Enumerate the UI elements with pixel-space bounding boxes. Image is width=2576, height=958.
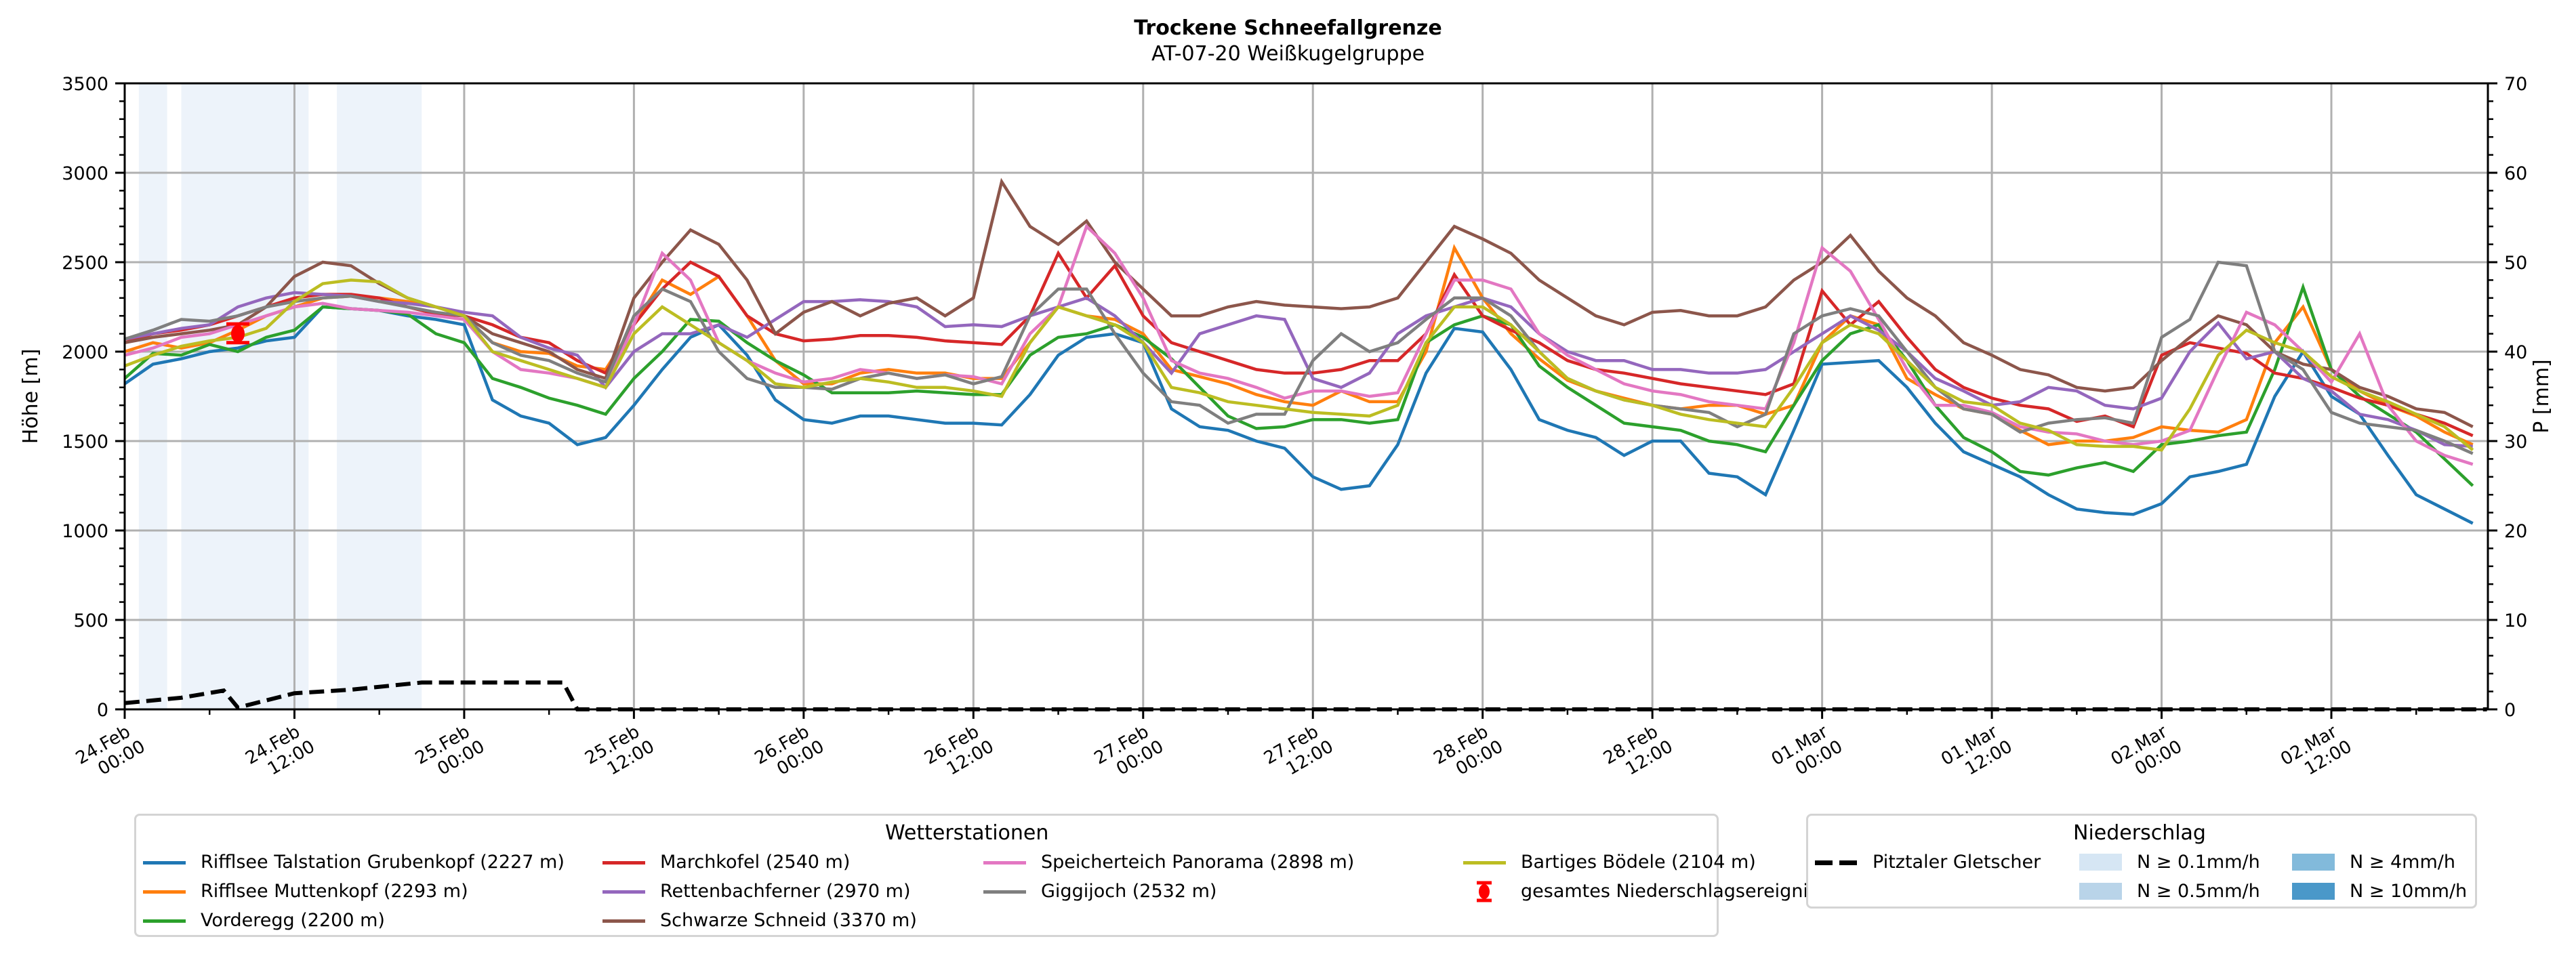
swatch-icon — [2292, 883, 2335, 900]
legend-label: Marchkofel (2540 m) — [660, 852, 851, 873]
line-icon — [143, 861, 186, 865]
line-icon — [602, 919, 645, 923]
y2-axis-label: P [mm] — [2530, 359, 2554, 433]
y-tick-label: 2000 — [62, 342, 108, 363]
y-tick-label: 0 — [97, 700, 108, 721]
series-line-6 — [124, 224, 2474, 466]
precip-bands — [138, 83, 422, 709]
legend-label: N ≥ 4mm/h — [2350, 852, 2455, 873]
legend-label: Pitztaler Gletscher — [1873, 852, 2041, 873]
y-tick-label: 3000 — [62, 163, 108, 184]
legend-label: Bartiges Bödele (2104 m) — [1521, 852, 1756, 873]
legend-label: Rettenbachferner (2970 m) — [660, 881, 911, 902]
precip-band — [138, 83, 167, 709]
chart-subtitle: AT-07-20 Weißkugelgruppe — [1151, 42, 1425, 66]
y2-tick-label: 0 — [2504, 700, 2516, 721]
swatch-icon — [2079, 854, 2122, 871]
dashed-line-icon — [1839, 860, 1857, 865]
legend-label: N ≥ 0.5mm/h — [2137, 881, 2260, 902]
legend-label: Rifflsee Talstation Grubenkopf (2227 m) — [201, 852, 565, 873]
line-icon — [602, 890, 645, 894]
y-tick-label: 1500 — [62, 432, 108, 453]
y2-tick-label: 30 — [2504, 432, 2527, 453]
legend-label: Speicherteich Panorama (2898 m) — [1041, 852, 1355, 873]
y2-tick-label: 40 — [2504, 342, 2527, 363]
y2-tick-label: 50 — [2504, 253, 2527, 274]
y-axis-label: Höhe [m] — [19, 349, 43, 444]
series-line-8 — [124, 278, 2474, 452]
swatch-icon — [2292, 854, 2335, 871]
precip-band — [337, 83, 422, 709]
series-line-1 — [124, 244, 2474, 446]
line-icon — [602, 861, 645, 865]
errorbar-icon — [1477, 881, 1492, 902]
legend-label: N ≥ 10mm/h — [2350, 881, 2468, 902]
pitztaler-series — [124, 680, 2487, 711]
pitztaler-line — [124, 680, 2487, 711]
series-line-5 — [124, 178, 2474, 428]
series-line-2 — [123, 283, 2474, 487]
y2-tick-label: 20 — [2504, 521, 2527, 542]
y-tick-label: 2500 — [62, 253, 108, 274]
dashed-line-icon — [1815, 860, 1833, 865]
chart-title: Trockene Schneefallgrenze — [1134, 16, 1442, 40]
station-series — [123, 178, 2474, 525]
series-line-7 — [124, 260, 2474, 455]
y-tick-label: 3500 — [62, 74, 108, 95]
line-icon — [143, 919, 186, 923]
y2-tick-label: 60 — [2504, 163, 2527, 184]
legend-label: Giggijoch (2532 m) — [1041, 881, 1217, 902]
y2-tick-label: 70 — [2504, 74, 2527, 95]
event-marker — [226, 322, 249, 345]
legend-label: Rifflsee Muttenkopf (2293 m) — [201, 881, 468, 902]
legend-label: N ≥ 0.1mm/h — [2137, 852, 2260, 873]
legend-stations: Wetterstationen Rifflsee Talstation Grub… — [134, 814, 1818, 937]
legend-label: Vorderegg (2200 m) — [201, 910, 385, 931]
legend-stations-title: Wetterstationen — [885, 821, 1049, 845]
precip-band — [181, 83, 309, 709]
legend-precip: Niederschlag Pitztaler Gletscher N ≥ 0.1… — [1806, 814, 2477, 909]
line-icon — [983, 861, 1026, 865]
line-icon — [143, 890, 186, 894]
legend-label: Schwarze Schneid (3370 m) — [660, 910, 917, 931]
plot-frame — [123, 82, 2489, 711]
series-line-4 — [124, 291, 2473, 449]
y-tick-label: 1000 — [62, 521, 108, 542]
line-icon — [1463, 861, 1506, 865]
series-line-0 — [123, 305, 2474, 525]
legend-precip-title: Niederschlag — [2073, 821, 2206, 845]
legend-label: gesamtes Niederschlagsereignis — [1521, 881, 1818, 902]
swatch-icon — [2079, 883, 2122, 900]
grid — [125, 83, 2488, 709]
event-point — [230, 325, 245, 343]
y-tick-label: 500 — [73, 610, 108, 631]
y2-tick-label: 10 — [2504, 610, 2527, 631]
line-icon — [983, 890, 1026, 894]
axes: 0 500 1000 1500 2000 2500 3000 3500 0 10 20 30 40 50 6… — [62, 74, 2527, 780]
